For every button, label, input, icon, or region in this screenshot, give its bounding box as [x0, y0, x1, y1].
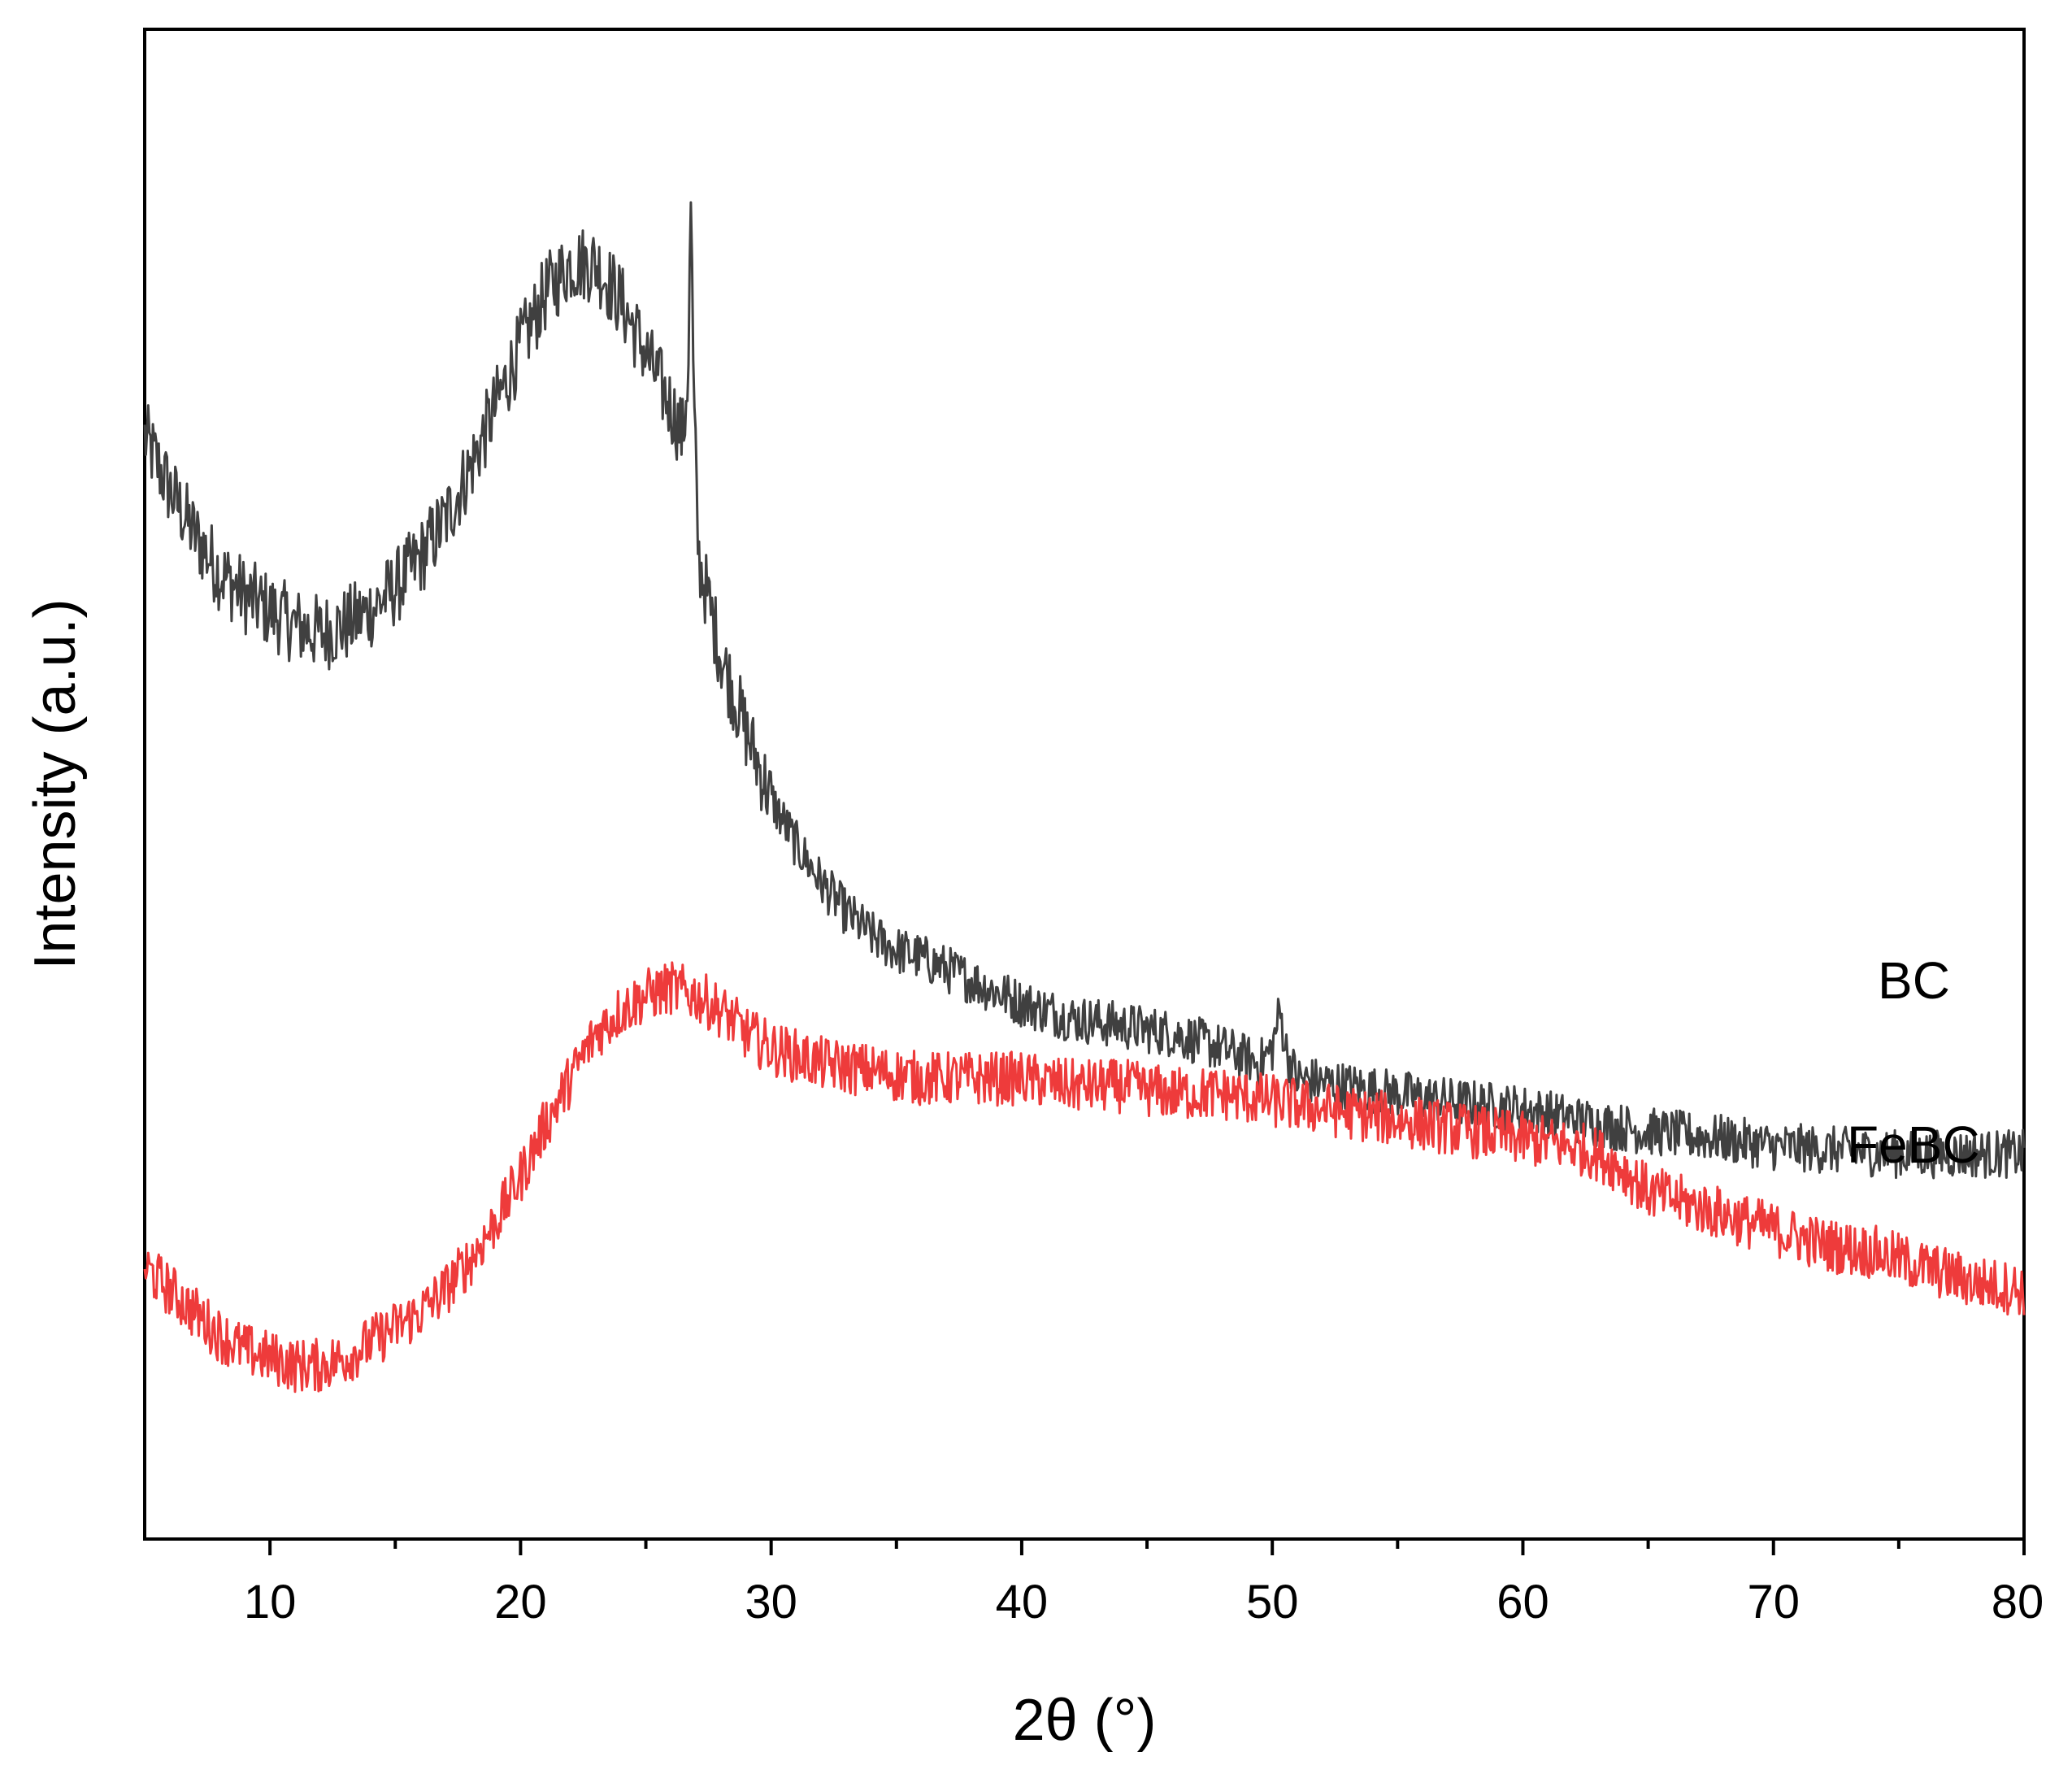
x-tick-label: 20: [494, 1576, 547, 1628]
y-axis-title: Intensity (a.u.): [23, 598, 88, 969]
x-axis-title: 2θ (°): [1013, 1688, 1157, 1753]
x-axis-tick-labels: 10 20 30 40 50 60 70 80: [244, 1576, 2044, 1628]
series-label-bc: BC: [1878, 951, 1950, 1010]
series-label-febc: FeBC: [1847, 1115, 1980, 1174]
series-line-bc: [143, 201, 2026, 1180]
x-tick-label: 80: [1992, 1576, 2044, 1628]
x-axis-ticks: [268, 1539, 2026, 1555]
plot-area: 10 20 30 40 50 60 70 80 BC FeBC: [143, 28, 2044, 1628]
series-layer: [143, 201, 2026, 1394]
x-tick-label: 30: [745, 1576, 797, 1628]
plot-frame: [143, 28, 2026, 1541]
x-tick-label: 50: [1246, 1576, 1299, 1628]
x-tick-label: 40: [996, 1576, 1049, 1628]
series-line-febc: [143, 961, 2026, 1394]
x-tick-label: 60: [1496, 1576, 1549, 1628]
x-tick-label: 10: [244, 1576, 297, 1628]
series-labels: BC FeBC: [1847, 951, 1980, 1174]
x-tick-label: 70: [1747, 1576, 1800, 1628]
